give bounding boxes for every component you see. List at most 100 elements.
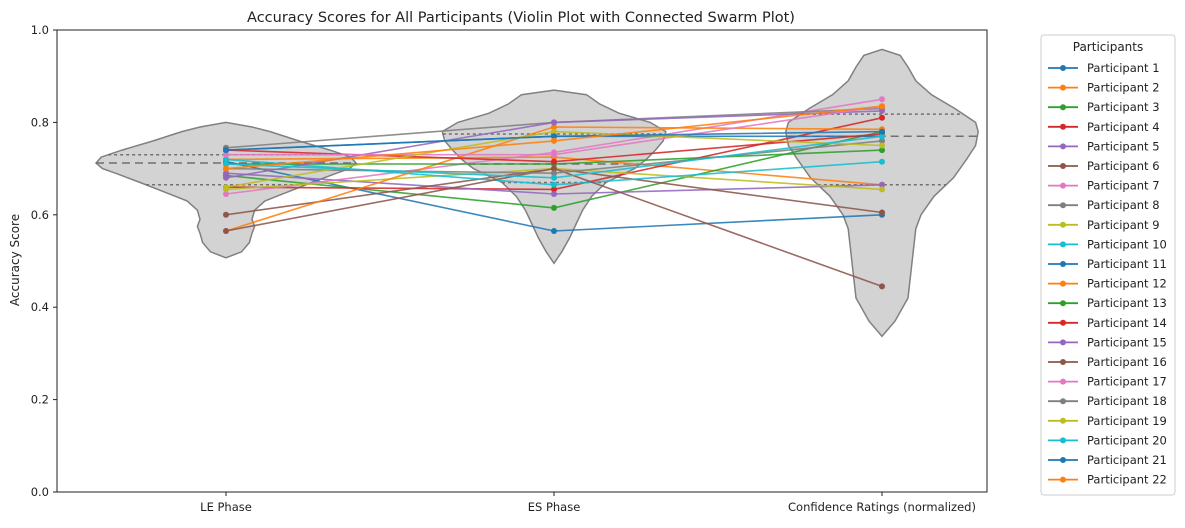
- participant-point: [223, 184, 229, 191]
- participant-point: [879, 158, 885, 165]
- legend-swatch-marker: [1060, 202, 1066, 209]
- legend-label: Participant 2: [1087, 81, 1160, 95]
- legend-swatch-marker: [1060, 359, 1066, 365]
- chart-title: Accuracy Scores for All Participants (Vi…: [247, 10, 795, 26]
- participant-point: [551, 186, 557, 193]
- participant-point: [879, 186, 885, 193]
- legend-label: Participant 9: [1087, 218, 1160, 232]
- legend-entry: Participant 14: [1048, 316, 1167, 330]
- legend-swatch-marker: [1060, 339, 1066, 346]
- participant-point: [551, 170, 557, 177]
- legend-swatch-marker: [1060, 65, 1066, 71]
- legend-swatch-marker: [1060, 319, 1066, 326]
- legend-label: Participant 15: [1087, 335, 1167, 349]
- participant-point: [879, 209, 885, 216]
- participant-point: [879, 133, 885, 140]
- participant-point: [879, 142, 885, 149]
- legend-label: Participant 10: [1087, 237, 1167, 251]
- legend-label: Participant 5: [1087, 139, 1160, 153]
- legend-label: Participant 14: [1087, 316, 1167, 330]
- participant-series: [223, 165, 885, 290]
- legend-entry: Participant 11: [1048, 257, 1167, 271]
- legend-label: Participant 11: [1087, 257, 1167, 271]
- y-tick-label: 0.8: [31, 115, 49, 129]
- legend-title: Participants: [1073, 40, 1144, 54]
- legend-entry: Participant 15: [1048, 335, 1167, 349]
- axes-layer: 0.0 0.2 0.4 0.6 0.8 1.0 LE Phase ES Phase Confid…: [31, 23, 988, 514]
- participant-point: [223, 211, 229, 218]
- legend-entry: Participant 7: [1048, 179, 1160, 193]
- participant-series: [223, 133, 885, 181]
- legend: Participants Participant 1 Participant 2 Pa…: [1040, 34, 1176, 496]
- legend-label: Participant 8: [1087, 198, 1160, 212]
- legend-entry: Participant 12: [1048, 277, 1167, 291]
- participant-point: [223, 151, 229, 158]
- participant-point: [551, 174, 557, 181]
- participant-point: [551, 158, 557, 165]
- participant-point: [551, 165, 557, 172]
- legend-label: Participant 21: [1087, 453, 1167, 467]
- legend-swatch-marker: [1060, 123, 1066, 130]
- y-tick-label: 1.0: [31, 23, 49, 37]
- legend-swatch-marker: [1060, 143, 1066, 150]
- participant-series: [223, 103, 885, 172]
- legend-swatch-marker: [1060, 398, 1066, 405]
- legend-swatch-marker: [1060, 163, 1066, 169]
- legend-swatch-marker: [1060, 84, 1066, 91]
- participant-point: [551, 191, 557, 197]
- legend-swatch-marker: [1060, 261, 1066, 267]
- legend-entry: Participant 18: [1048, 394, 1167, 408]
- legend-entry: Participant 6: [1048, 159, 1160, 173]
- legend-entry: Participant 13: [1048, 296, 1167, 310]
- legend-swatch-marker: [1060, 182, 1066, 189]
- legend-swatch-marker: [1060, 241, 1066, 248]
- participant-point: [551, 124, 557, 130]
- legend-label: Participant 4: [1087, 120, 1160, 134]
- legend-entry: Participant 8: [1048, 198, 1160, 212]
- x-tick-label: LE Phase: [200, 500, 252, 514]
- legend-label: Participant 3: [1087, 100, 1160, 114]
- legend-swatch-marker: [1060, 378, 1066, 385]
- y-tick-label: 0.4: [31, 300, 49, 314]
- legend-label: Participant 7: [1087, 179, 1160, 193]
- participant-point: [551, 119, 557, 126]
- x-tick-label: Confidence Ratings (normalized): [788, 500, 976, 514]
- plot-frame: [56, 29, 988, 493]
- legend-swatch-marker: [1060, 437, 1066, 444]
- participant-point: [879, 114, 885, 121]
- legend-swatch-marker: [1060, 300, 1066, 307]
- participant-series: [223, 128, 885, 154]
- legend-label: Participant 17: [1087, 375, 1167, 389]
- participant-point: [551, 133, 557, 140]
- participant-point: [551, 228, 557, 234]
- legend-entry: Participant 22: [1048, 473, 1167, 487]
- legend-entry: Participant 19: [1048, 414, 1167, 428]
- participant-point: [879, 103, 885, 110]
- participant-point: [879, 107, 885, 114]
- legend-swatch-marker: [1060, 476, 1066, 483]
- participant-point: [223, 161, 229, 167]
- legend-entry: Participant 20: [1048, 433, 1167, 447]
- participant-point: [879, 147, 885, 154]
- participant-point: [551, 181, 557, 188]
- legend-entry: Participant 3: [1048, 100, 1160, 114]
- participant-point: [879, 137, 885, 144]
- y-tick-label: 0.0: [31, 485, 49, 499]
- legend-frame: [1040, 34, 1176, 496]
- legend-swatch-marker: [1060, 221, 1066, 228]
- legend-swatch-marker: [1060, 280, 1066, 287]
- participant-point: [223, 156, 229, 163]
- participant-lines-layer: [223, 96, 885, 290]
- legend-label: Participant 18: [1087, 394, 1167, 408]
- legend-entry: Participant 17: [1048, 375, 1167, 389]
- legend-entry: Participant 21: [1048, 453, 1167, 467]
- legend-label: Participant 16: [1087, 355, 1167, 369]
- legend-entry: Participant 10: [1048, 237, 1167, 251]
- legend-swatch-marker: [1060, 104, 1066, 111]
- violin-body: [785, 48, 979, 338]
- x-tick-label: ES Phase: [528, 500, 581, 514]
- legend-entry: Participant 2: [1048, 81, 1160, 95]
- legend-label: Participant 12: [1087, 277, 1167, 291]
- y-tick-label: 0.6: [31, 208, 49, 222]
